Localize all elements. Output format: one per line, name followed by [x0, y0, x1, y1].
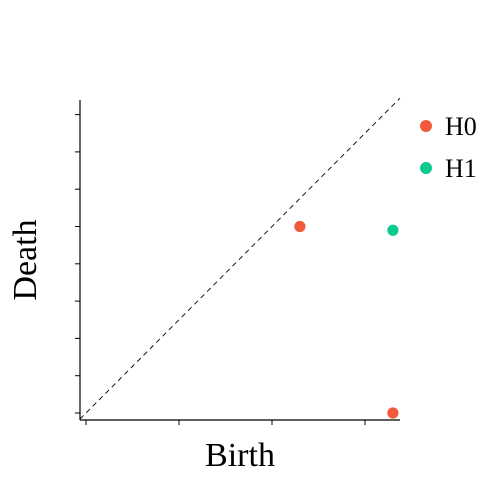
point-h1: [387, 224, 399, 236]
y-axis-label: Death: [7, 219, 44, 300]
legend-label-h1: H1: [445, 154, 477, 183]
point-h0: [387, 407, 399, 419]
legend-marker-h1: [420, 162, 432, 174]
legend-marker-h0: [420, 120, 432, 132]
legend-label-h0: H0: [445, 112, 477, 141]
data-points: [294, 220, 399, 419]
point-h0: [294, 220, 306, 233]
x-axis-label: Birth: [205, 437, 275, 474]
diagonal-line: [79, 97, 401, 420]
axes: [75, 100, 400, 425]
